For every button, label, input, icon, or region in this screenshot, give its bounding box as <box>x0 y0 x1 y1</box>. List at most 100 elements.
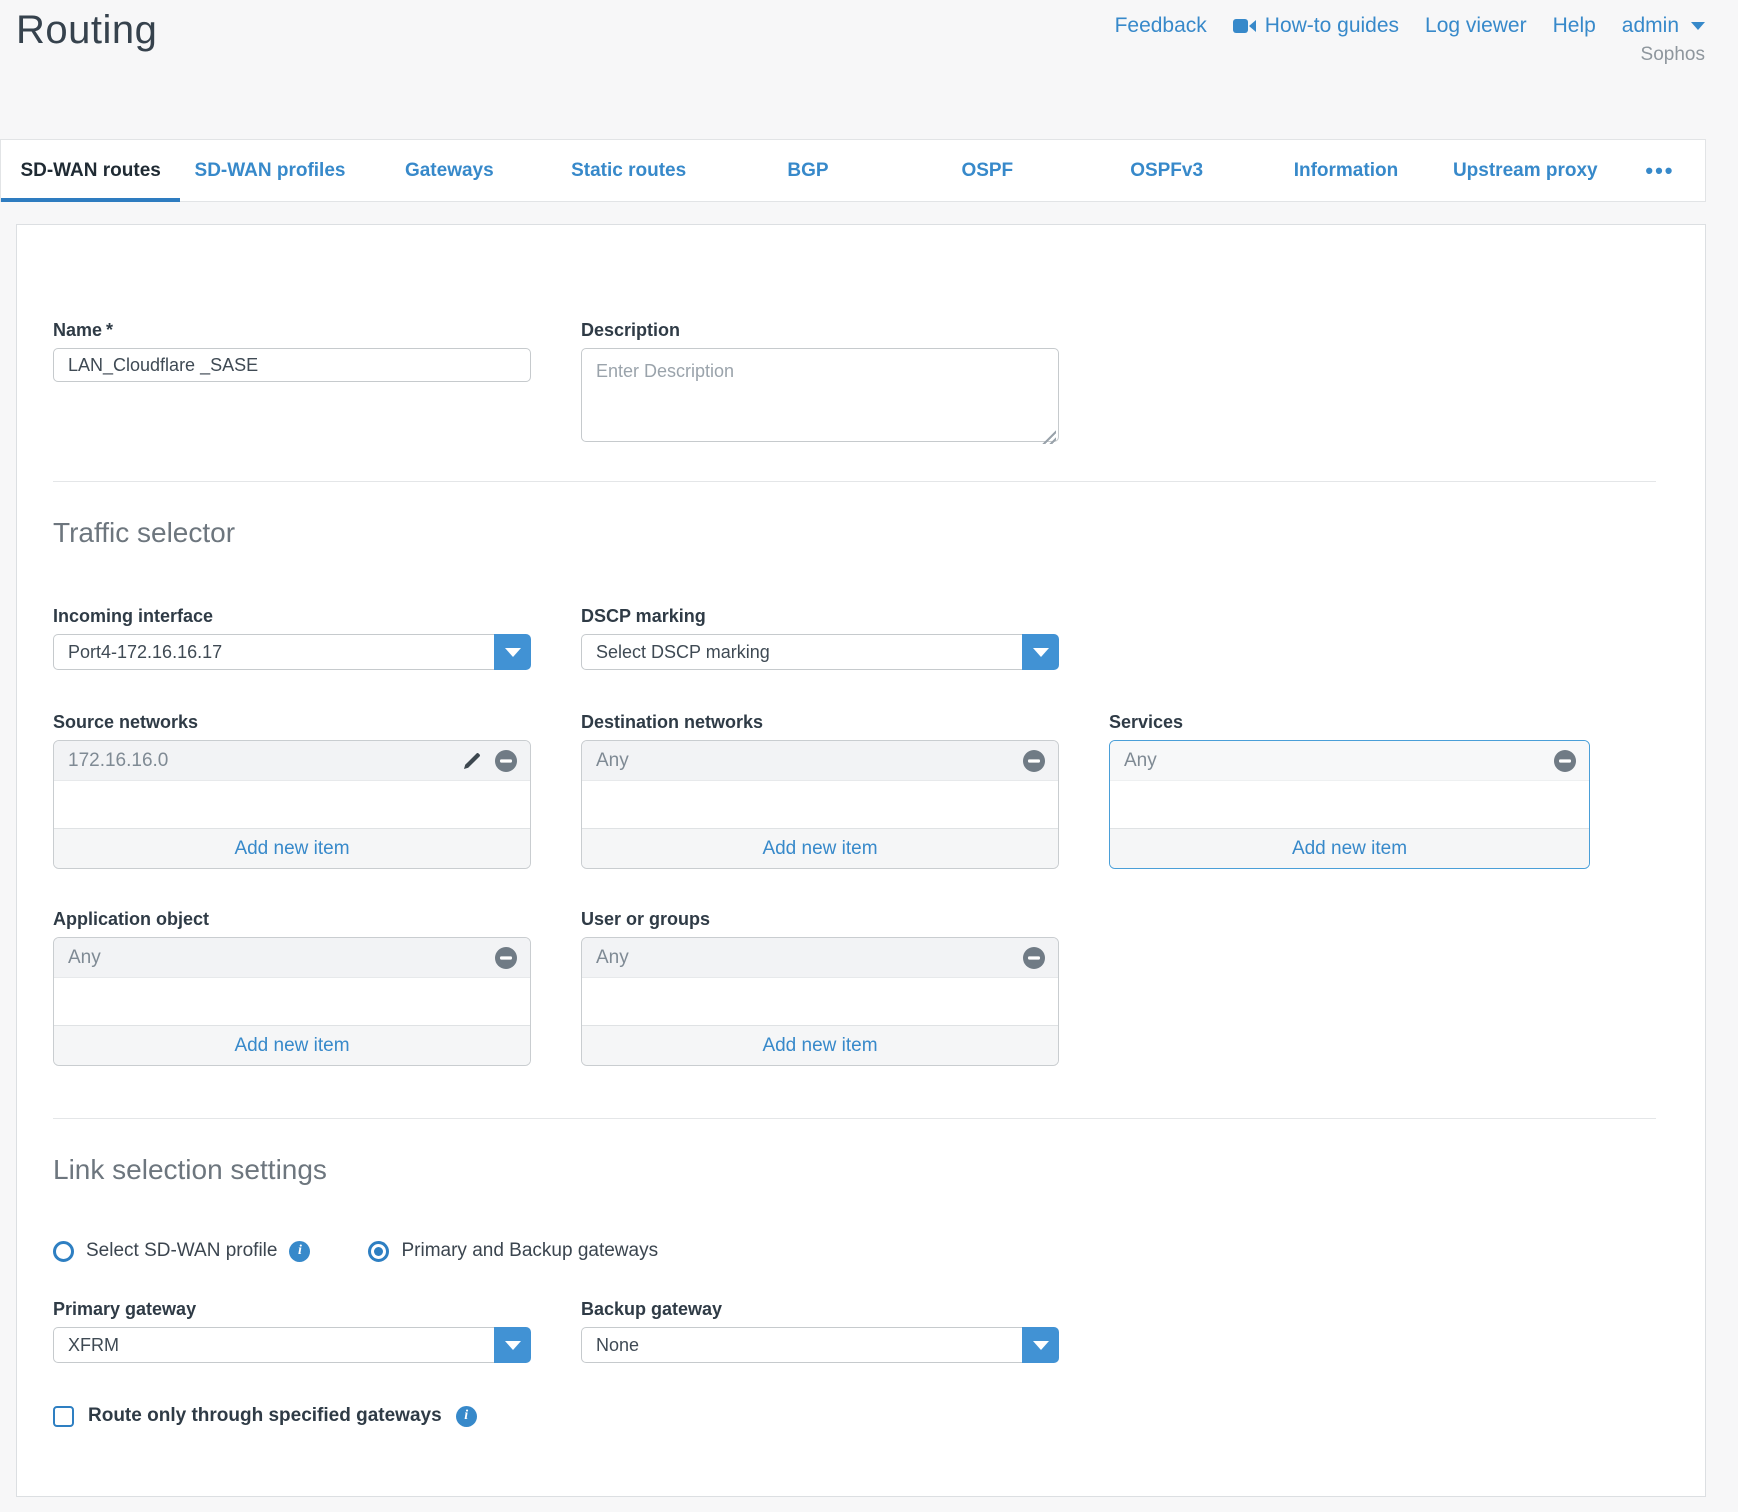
list-body <box>582 978 1058 1025</box>
name-field-group: Name * <box>53 320 531 382</box>
add-new-item-label: Add new item <box>762 837 878 859</box>
source-networks-box: 172.16.16.0 Add new item <box>53 740 531 869</box>
traffic-selector-heading: Traffic selector <box>53 517 236 548</box>
dropdown-button[interactable] <box>1022 634 1059 670</box>
tab-label: OSPFv3 <box>1130 159 1204 181</box>
tab-bgp[interactable]: BGP <box>718 140 897 201</box>
incoming-interface-label: Incoming interface <box>53 606 214 626</box>
tab-sd-wan-profiles[interactable]: SD-WAN profiles <box>180 140 359 201</box>
tab-label: SD-WAN profiles <box>194 159 346 181</box>
incoming-interface-group: Incoming interface Port4-172.16.16.17 <box>53 606 531 670</box>
chevron-down-icon <box>1032 647 1049 657</box>
list-body <box>54 978 530 1025</box>
backup-gateway-label: Backup gateway <box>581 1299 723 1319</box>
tab-label: Gateways <box>404 159 494 181</box>
required-mark: * <box>106 320 114 340</box>
remove-icon[interactable] <box>494 946 518 970</box>
brand-label: Sophos <box>1640 44 1705 65</box>
tab-gateways[interactable]: Gateways <box>360 140 539 201</box>
info-icon[interactable]: i <box>289 1240 311 1262</box>
add-new-item-button[interactable]: Add new item <box>1110 828 1589 868</box>
application-object-box: Any Add new item <box>53 937 531 1066</box>
add-new-item-button[interactable]: Add new item <box>582 1025 1058 1065</box>
add-new-item-button[interactable]: Add new item <box>54 828 530 868</box>
route-only-label: Route only through specified gateways <box>88 1405 442 1426</box>
backup-gateway-value: None <box>581 1327 1022 1363</box>
services-box: Any Add new item <box>1109 740 1590 869</box>
feedback-link[interactable]: Feedback <box>1115 14 1207 38</box>
tab-label: OSPF <box>961 159 1014 181</box>
link-selection-heading: Link selection settings <box>53 1154 327 1185</box>
services-label: Services <box>1109 712 1184 732</box>
howto-guides-link[interactable]: How-to guides <box>1232 14 1400 38</box>
radio-label: Primary and Backup gateways <box>401 1240 659 1261</box>
tab-static-routes[interactable]: Static routes <box>539 140 718 201</box>
tab-information[interactable]: Information <box>1256 140 1435 201</box>
user-or-groups-group: User or groups Any Add new item <box>581 909 1059 1066</box>
list-body <box>1110 781 1589 828</box>
source-networks-label: Source networks <box>53 712 199 732</box>
tab-ospfv3[interactable]: OSPFv3 <box>1077 140 1256 201</box>
primary-gateway-dropdown[interactable]: XFRM <box>53 1327 531 1363</box>
tab-sd-wan-routes[interactable]: SD-WAN routes <box>1 140 181 202</box>
list-item-label: 172.16.16.0 <box>68 749 169 771</box>
add-new-item-label: Add new item <box>234 837 350 859</box>
list-item: Any <box>582 741 1058 781</box>
backup-gateway-group: Backup gateway None <box>581 1299 1059 1363</box>
name-input[interactable] <box>53 348 531 382</box>
radio-primary-backup-gateways[interactable]: Primary and Backup gateways <box>368 1240 658 1262</box>
remove-icon[interactable] <box>1022 749 1046 773</box>
more-tabs-icon[interactable]: ••• <box>1615 140 1705 201</box>
chevron-down-icon <box>1691 22 1705 30</box>
dropdown-button[interactable] <box>1022 1327 1059 1363</box>
remove-icon[interactable] <box>1022 946 1046 970</box>
add-new-item-label: Add new item <box>1291 837 1408 859</box>
add-new-item-button[interactable]: Add new item <box>54 1025 530 1065</box>
chevron-down-icon <box>1032 1340 1049 1350</box>
backup-gateway-dropdown[interactable]: None <box>581 1327 1059 1363</box>
user-or-groups-label: User or groups <box>581 909 711 929</box>
list-item: Any <box>582 938 1058 978</box>
incoming-interface-dropdown[interactable]: Port4-172.16.16.17 <box>53 634 531 670</box>
dropdown-button[interactable] <box>494 1327 531 1363</box>
tab-label: Information <box>1293 159 1399 181</box>
info-icon[interactable]: i <box>455 1405 477 1427</box>
radio-select-sd-wan-profile[interactable]: Select SD-WAN profile i <box>53 1240 311 1262</box>
list-item-label: Any <box>596 946 629 968</box>
dscp-marking-label: DSCP marking <box>581 606 706 626</box>
tab-label: SD-WAN routes <box>20 159 161 181</box>
dropdown-button[interactable] <box>494 634 531 670</box>
list-item-label: Any <box>1124 749 1157 771</box>
description-textarea[interactable] <box>581 348 1059 442</box>
log-viewer-link[interactable]: Log viewer <box>1425 14 1527 38</box>
tab-upstream-proxy[interactable]: Upstream proxy <box>1436 140 1615 201</box>
user-or-groups-box: Any Add new item <box>581 937 1059 1066</box>
dscp-marking-dropdown[interactable]: Select DSCP marking <box>581 634 1059 670</box>
list-item: Any <box>54 938 530 978</box>
add-new-item-label: Add new item <box>234 1034 350 1056</box>
log-viewer-label: Log viewer <box>1425 14 1527 37</box>
tab-label: BGP <box>787 159 829 181</box>
ellipsis-label: ••• <box>1645 157 1675 183</box>
remove-icon[interactable] <box>1553 749 1577 773</box>
remove-icon[interactable] <box>494 749 518 773</box>
route-only-checkbox[interactable] <box>53 1405 74 1427</box>
route-only-row: Route only through specified gateways i <box>53 1405 477 1427</box>
tab-bar: SD-WAN routes SD-WAN profiles Gateways S… <box>0 139 1706 202</box>
admin-menu[interactable]: admin <box>1622 14 1705 38</box>
dscp-marking-group: DSCP marking Select DSCP marking <box>581 606 1059 670</box>
feedback-link-label: Feedback <box>1114 14 1207 37</box>
edit-icon[interactable] <box>460 749 484 773</box>
tab-ospf[interactable]: OSPF <box>898 140 1077 201</box>
howto-guides-label: How-to guides <box>1264 14 1400 37</box>
sd-wan-route-form-panel: Name* Description Traffic selector Incom… <box>16 224 1706 1497</box>
tab-label: Static routes <box>571 159 687 181</box>
help-link[interactable]: Help <box>1553 14 1596 38</box>
page-header: Routing Feedback How-to guides Log viewe… <box>0 0 1738 139</box>
chevron-down-icon <box>504 1340 521 1350</box>
add-new-item-button[interactable]: Add new item <box>582 828 1058 868</box>
application-object-group: Application object Any Add new item <box>53 909 531 1066</box>
primary-gateway-label: Primary gateway <box>53 1299 197 1319</box>
dscp-marking-value: Select DSCP marking <box>581 634 1022 670</box>
video-camera-icon <box>1232 18 1257 34</box>
